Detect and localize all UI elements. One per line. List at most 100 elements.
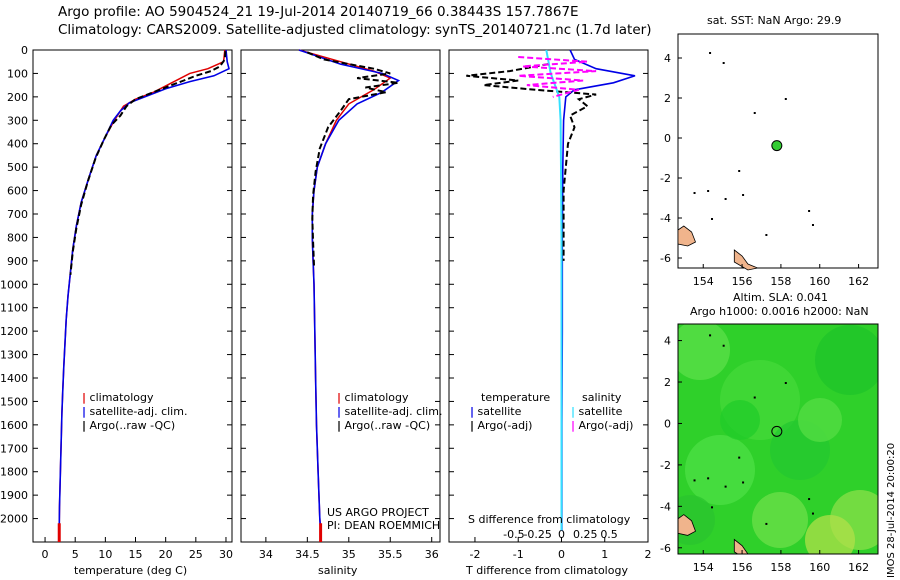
legend-mark-s-satellite: | xyxy=(571,405,576,418)
island-dot xyxy=(724,485,727,488)
x-tick-label: -2 xyxy=(469,548,480,561)
map-y-tick-label: -6 xyxy=(660,542,671,555)
island-dot xyxy=(753,112,756,114)
depth-tick-label: 700 xyxy=(7,208,28,221)
island-dot xyxy=(784,98,787,100)
x-tick-label: 34.5 xyxy=(295,548,320,561)
imos-watermark: IMOS 28-Jul-2014 20:00:20 xyxy=(886,442,897,578)
island-dot xyxy=(724,198,727,200)
map-x-tick-label: 156 xyxy=(732,275,753,288)
legend-mark-satellite: | xyxy=(82,405,87,418)
land-new-ireland xyxy=(678,514,696,536)
salinity-x-ticks: 34 34.5 35 35.5 36 xyxy=(259,537,439,561)
island-dot xyxy=(742,194,745,196)
map-x-tick-label: 154 xyxy=(693,561,714,574)
map-y-tick-label: 4 xyxy=(664,52,671,65)
x-tick-label: 2 xyxy=(645,548,652,561)
s-diff-tick-label: 0.5 xyxy=(600,528,618,541)
legend-argo: Argo(..raw -QC) xyxy=(344,419,431,432)
island-dot xyxy=(707,477,710,480)
depth-tick-label: 500 xyxy=(7,161,28,174)
difference-x-ticks: -2 -1 0 1 2 -0.5-0.25 0 0.25 0.5 xyxy=(469,528,651,561)
sla-map-ticks: 154 156 158 160 162 4 2 0 -2 -4 -6 xyxy=(660,335,869,574)
project-line1: US ARGO PROJECT xyxy=(327,506,429,519)
legend-satellite-adj: satellite-adj. clim. xyxy=(344,405,443,418)
temperature-xlabel: temperature (deg C) xyxy=(74,564,188,577)
series-line-climatology xyxy=(298,49,392,531)
sla-blob xyxy=(685,435,755,505)
salinity-xlabel: salinity xyxy=(318,564,358,577)
map-y-tick-label: 0 xyxy=(664,417,671,430)
salinity-panel: 34 34.5 35 35.5 36 xyxy=(240,49,441,561)
island-dot xyxy=(808,498,811,501)
legend-mark-t-satellite: | xyxy=(470,405,475,418)
sla-map-panel: 154 156 158 160 162 4 2 0 -2 -4 -6 xyxy=(660,323,879,574)
legend-climatology: climatology xyxy=(344,391,409,404)
land-bougainville xyxy=(733,249,759,271)
sla-blob xyxy=(805,515,855,554)
series-line-satellite-adj-clim- xyxy=(298,49,401,531)
sla-blob xyxy=(815,325,878,395)
sst-map-ticks: 154 156 158 160 162 4 2 0 -2 -4 -6 xyxy=(660,52,869,288)
island-dot xyxy=(742,481,745,484)
depth-tick-label: 300 xyxy=(7,114,28,127)
map-y-tick-label: -2 xyxy=(660,172,671,185)
sla-coastline xyxy=(678,334,814,554)
legend-climatology: climatology xyxy=(89,391,154,404)
map-y-tick-label: -4 xyxy=(660,212,671,225)
temperature-axes-frame xyxy=(32,49,233,543)
legend-header-temperature: temperature xyxy=(481,391,551,404)
land-new-ireland xyxy=(677,225,697,247)
legend-mark-argo: | xyxy=(337,419,342,432)
x-tick-label: 0 xyxy=(42,548,49,561)
depth-tick-label: 1700 xyxy=(0,442,28,455)
depth-tick-label: 1600 xyxy=(0,419,28,432)
s-diff-tick-label: -0.5 xyxy=(503,528,524,541)
depth-tick-label: 400 xyxy=(7,138,28,151)
sla-blob xyxy=(678,324,730,380)
map-y-tick-label: -4 xyxy=(660,500,671,513)
map-y-tick-label: 2 xyxy=(664,92,671,105)
depth-ticks: 0 100 200 300 400 500 600 700 800 900 1000 1100 1200… xyxy=(0,44,648,526)
map-y-tick-label: -2 xyxy=(660,459,671,472)
x-tick-label: 25 xyxy=(189,548,203,561)
legend-argo: Argo(..raw -QC) xyxy=(89,419,176,432)
legend-mark-satellite: | xyxy=(337,405,342,418)
island-dot xyxy=(811,512,814,515)
x-tick-label: 15 xyxy=(129,548,143,561)
difference-axes-frame xyxy=(448,49,649,543)
temperature-series xyxy=(57,49,230,542)
sst-map-panel: 154 156 158 160 162 4 2 0 -2 -4 -6 xyxy=(660,33,879,288)
depth-tick-label: 1100 xyxy=(0,302,28,315)
depth-tick-label: 1300 xyxy=(0,349,28,362)
legend-mark-t-argo: | xyxy=(470,419,475,432)
series-line-argo-raw-qc- xyxy=(69,51,227,276)
legend-s-argo: Argo(-adj) xyxy=(578,419,634,432)
island-dot xyxy=(784,382,787,385)
depth-tick-label: 100 xyxy=(7,67,28,80)
sla-map-title-1: Altim. SLA: 0.041 xyxy=(733,291,829,304)
depth-tick-label: 1200 xyxy=(0,325,28,338)
depth-tick-label: 800 xyxy=(7,231,28,244)
series-line-temperature-argo-adj- xyxy=(466,63,597,261)
legend-t-argo: Argo(-adj) xyxy=(477,419,533,432)
island-dot xyxy=(765,234,768,236)
map-x-tick-label: 154 xyxy=(693,275,714,288)
difference-xlabel-bottom: T difference from climatology xyxy=(466,564,628,577)
island-dot xyxy=(709,334,712,337)
map-x-tick-label: 158 xyxy=(770,561,791,574)
map-x-tick-label: 160 xyxy=(809,275,830,288)
map-y-tick-label: 0 xyxy=(664,132,671,145)
s-diff-tick-label: 0 xyxy=(558,528,565,541)
x-tick-label: 36 xyxy=(425,548,439,561)
s-diff-tick-label: -0.25 xyxy=(523,528,551,541)
series-line-argo-raw-qc- xyxy=(306,51,399,266)
sla-blob xyxy=(752,492,808,548)
map-x-tick-label: 158 xyxy=(770,275,791,288)
island-dot xyxy=(738,170,741,172)
sst-map-frame xyxy=(677,33,879,269)
map-y-tick-label: 4 xyxy=(664,335,671,348)
island-dot xyxy=(765,522,768,525)
